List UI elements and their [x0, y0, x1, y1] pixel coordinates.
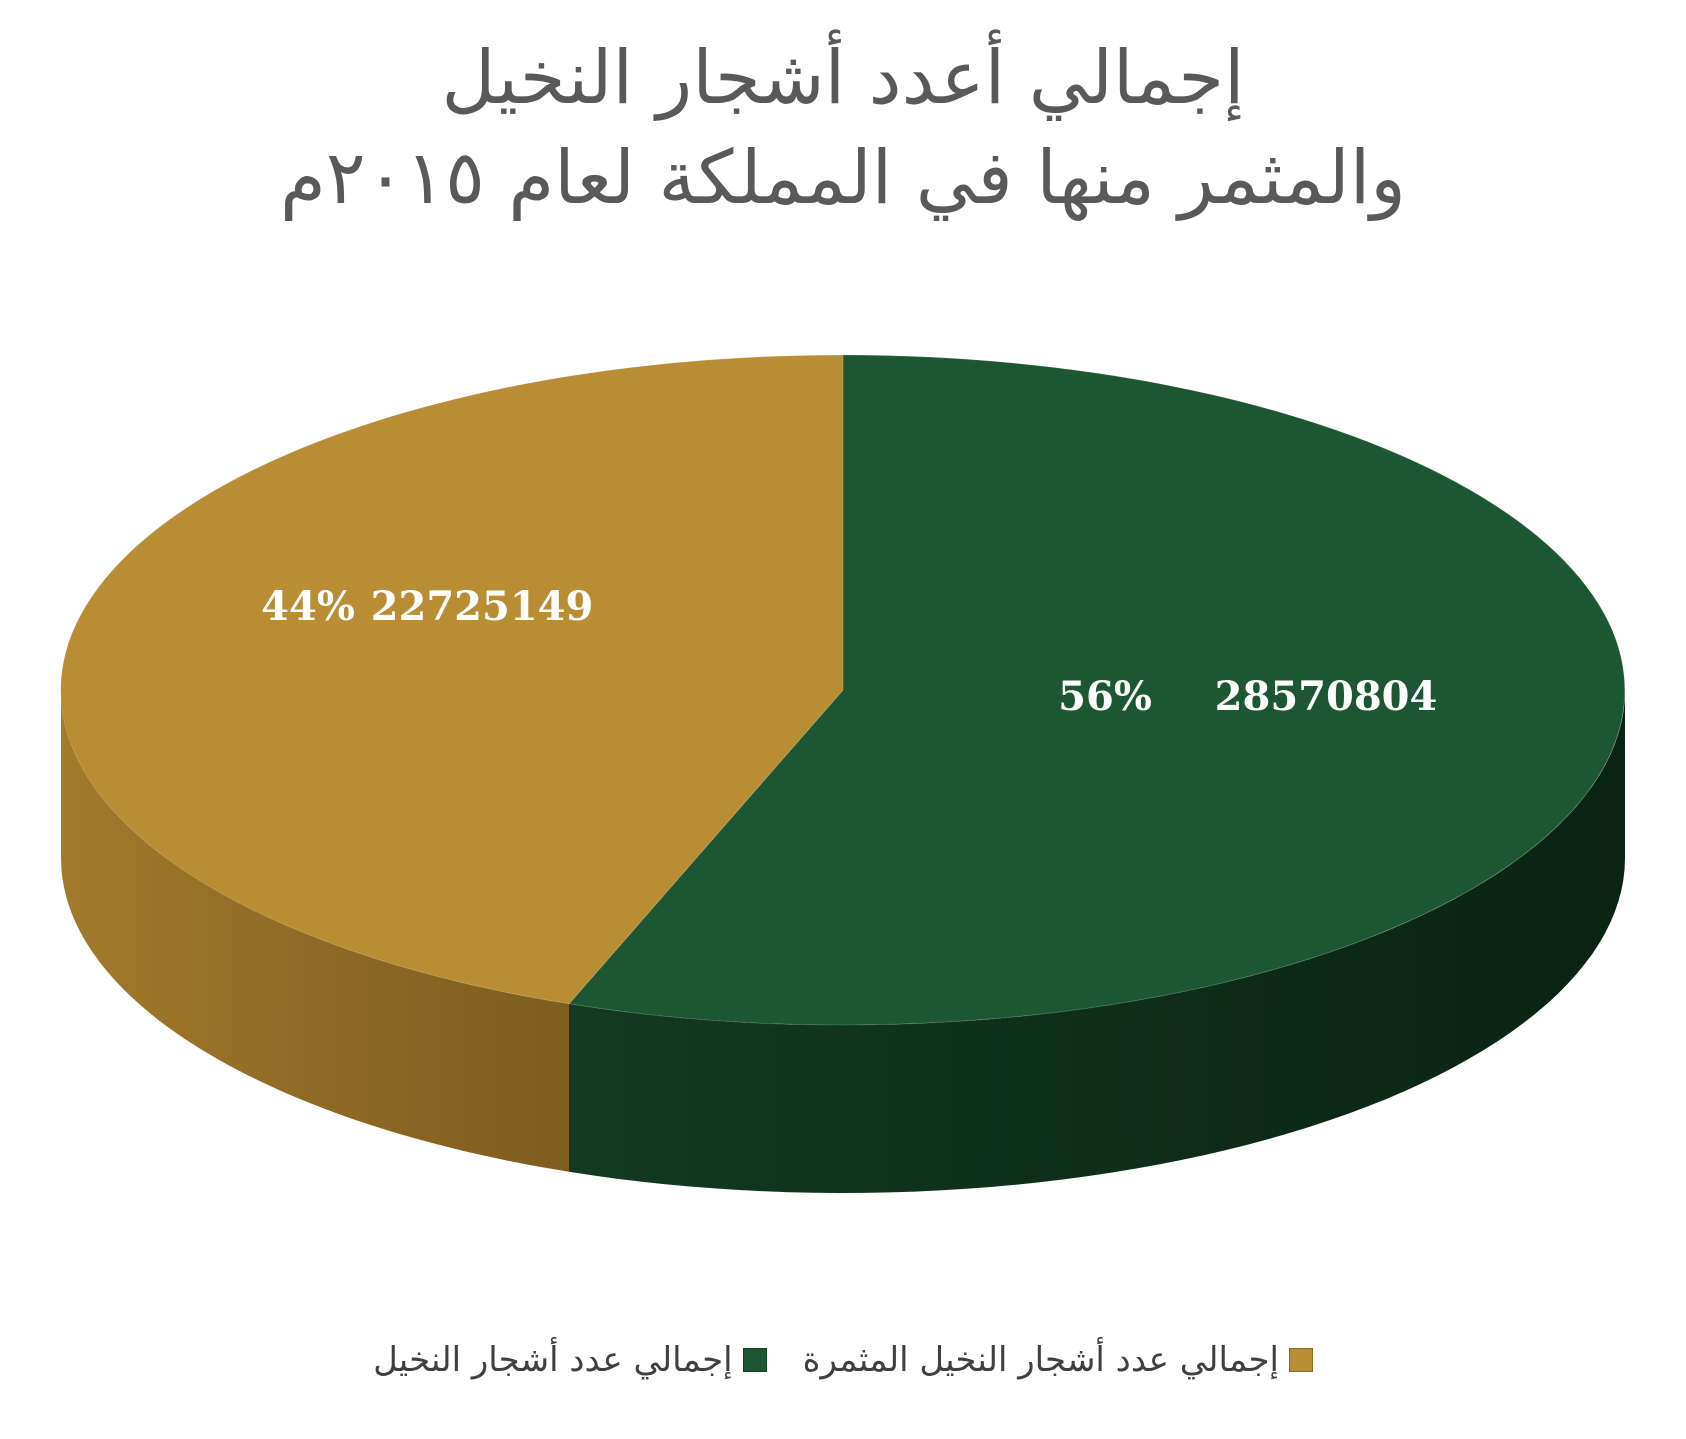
- legend-label-fruitful: إجمالي عدد أشجار النخيل المثمرة: [802, 1340, 1279, 1380]
- pie-side-total: [569, 690, 1625, 1193]
- chart-title-line-1: إجمالي أعدد أشجار النخيل: [441, 35, 1245, 121]
- chart-legend: إجمالي عدد أشجار النخيل المثمرة إجمالي ع…: [0, 1340, 1686, 1380]
- legend-swatch-fruitful: [1288, 1348, 1313, 1372]
- pie-value-label-fruitful: 22725149: [371, 583, 594, 630]
- pie-value-label-total: 28570804: [1215, 673, 1438, 720]
- legend-swatch-total: [742, 1348, 767, 1372]
- pie-percent-label-fruitful: 44%: [261, 583, 355, 630]
- legend-item-total: إجمالي عدد أشجار النخيل: [373, 1340, 767, 1380]
- chart-title: إجمالي أعدد أشجار النخيل والمثمر منها في…: [0, 28, 1686, 228]
- legend-label-total: إجمالي عدد أشجار النخيل: [373, 1340, 733, 1380]
- pie-side-fruitful: [61, 690, 569, 1172]
- pie-slice-fruitful: [60, 354, 844, 1005]
- pie-slice-total: [568, 354, 1626, 1026]
- pie-percent-label-total: 56%: [1058, 673, 1152, 720]
- legend-item-fruitful: إجمالي عدد أشجار النخيل المثمرة: [803, 1340, 1313, 1380]
- chart-title-line-2: والمثمر منها في المملكة لعام ٢٠١٥م: [280, 135, 1406, 221]
